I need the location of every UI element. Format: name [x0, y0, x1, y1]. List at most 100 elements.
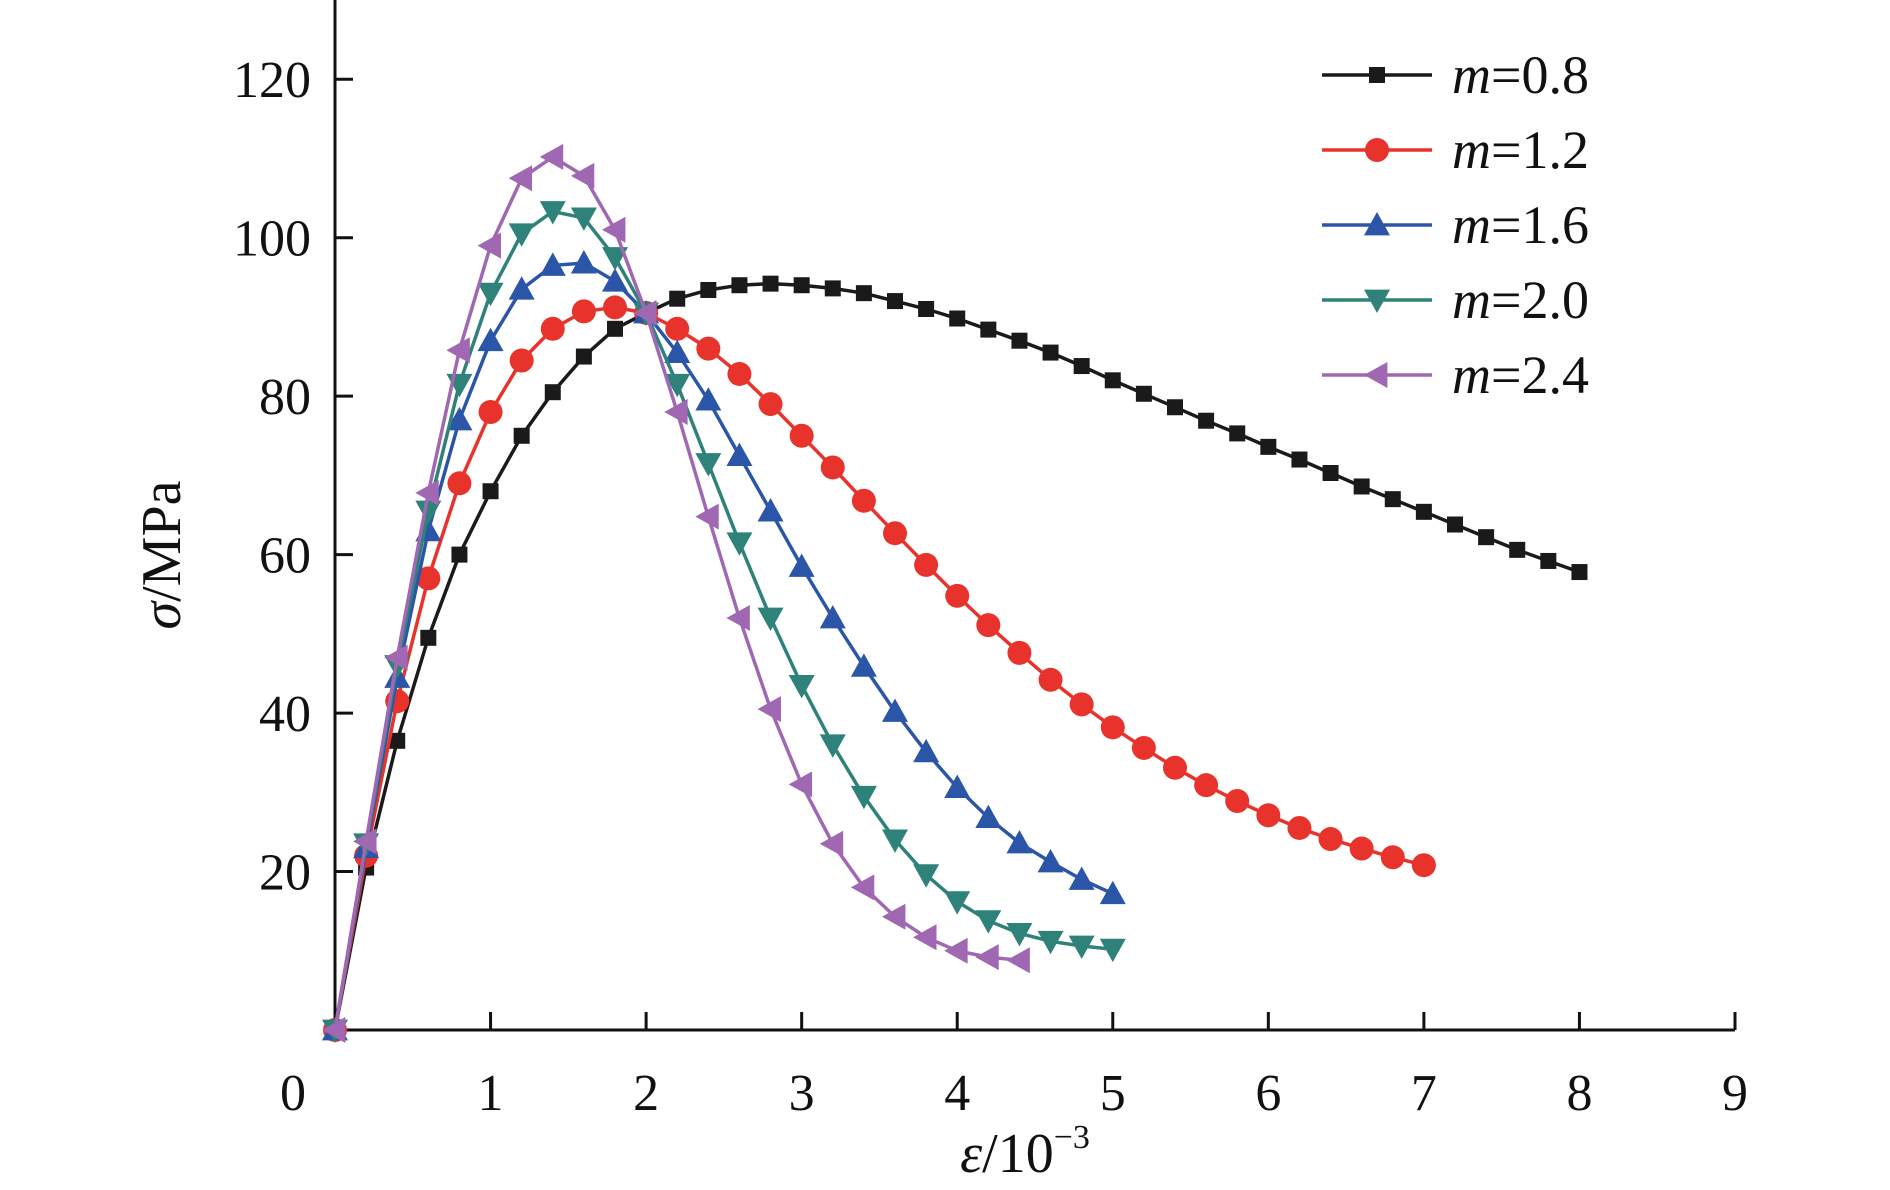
x-tick-label: 2 [633, 1065, 659, 1122]
data-point [389, 732, 406, 749]
legend-label-var: m [1452, 45, 1491, 105]
data-point [976, 613, 1001, 638]
x-tick-label: 4 [944, 1065, 970, 1122]
data-point [1099, 938, 1126, 963]
data-point [913, 864, 940, 888]
data-point [477, 232, 501, 259]
data-point [451, 546, 468, 563]
x-axis-label: ε/10−3 [960, 1119, 1090, 1185]
x-tick-label: 5 [1100, 1065, 1126, 1122]
data-point [415, 500, 442, 525]
data-point [669, 290, 686, 307]
data-point [695, 503, 719, 530]
legend-label-value: =2.0 [1491, 270, 1589, 330]
x-tick-label: 0 [280, 1065, 306, 1122]
series-line [333, 281, 1580, 1031]
data-point [850, 653, 877, 677]
data-point [851, 488, 876, 513]
data-point [819, 605, 846, 629]
data-point [539, 143, 564, 170]
data-point [944, 937, 968, 964]
y-tick-label: 100 [233, 211, 311, 268]
data-point [447, 471, 472, 496]
series-line [333, 261, 1114, 1031]
legend-label: m=0.8 [1452, 45, 1589, 105]
data-point [695, 453, 722, 477]
data-point [1104, 372, 1121, 389]
legend: m=0.8m=1.2m=1.6m=2.0m=2.4 [1322, 45, 1589, 405]
data-point [1194, 773, 1219, 798]
data-point [420, 629, 437, 646]
y-axis-ticks: 20 40 60 80 100 120 [233, 52, 353, 902]
data-point [726, 532, 753, 556]
data-point [1478, 529, 1495, 546]
data-point [882, 903, 906, 930]
data-point [1198, 412, 1215, 429]
data-point [726, 442, 753, 466]
legend-marker [1365, 138, 1389, 162]
data-point [789, 423, 814, 448]
legend-entry: m=1.2 [1322, 120, 1589, 180]
legend-label-value: =0.8 [1491, 45, 1589, 105]
legend-entry: m=2.4 [1322, 345, 1589, 405]
data-point [539, 252, 566, 276]
data-point [1260, 438, 1277, 455]
data-point [975, 910, 1002, 934]
data-point [1135, 385, 1152, 402]
data-point [1068, 935, 1095, 960]
legend-marker [1364, 212, 1390, 236]
data-point [322, 1017, 346, 1043]
data-point [788, 674, 815, 699]
data-point [446, 406, 473, 431]
data-point [1069, 692, 1094, 717]
data-point [788, 553, 815, 577]
data-point [882, 829, 908, 853]
data-point [887, 293, 903, 310]
x-tick-label: 6 [1255, 1065, 1281, 1122]
legend-label: m=1.2 [1452, 120, 1589, 180]
data-point [570, 162, 595, 189]
data-point [602, 216, 626, 243]
x-axis-label-unit: /10 [982, 1123, 1054, 1185]
series-line [333, 154, 1020, 1031]
data-point [544, 384, 561, 401]
y-axis-label: σ/MPa [131, 480, 193, 629]
data-point [944, 774, 971, 798]
data-point [882, 698, 908, 722]
data-point [944, 891, 971, 915]
data-point [415, 479, 439, 506]
data-point [980, 321, 997, 338]
data-point [575, 348, 592, 365]
data-point [1571, 564, 1588, 581]
data-point [1384, 491, 1401, 508]
data-point [1037, 930, 1064, 955]
series-layer [322, 143, 1588, 1043]
data-point [850, 874, 875, 901]
data-point [384, 644, 408, 671]
data-point [665, 316, 690, 341]
data-point [1287, 815, 1312, 840]
data-point [1318, 827, 1343, 852]
data-point [1099, 880, 1126, 905]
series-5 [322, 143, 1030, 1043]
data-point [758, 392, 783, 417]
data-point [1509, 541, 1526, 558]
series-3 [322, 250, 1126, 1041]
data-point [1349, 836, 1374, 861]
data-point [1256, 803, 1281, 828]
data-point [1411, 853, 1436, 878]
legend-label-value: =1.6 [1491, 195, 1589, 255]
data-point [1073, 358, 1090, 375]
legend-label-value: =2.4 [1491, 345, 1589, 405]
legend-label-var: m [1452, 345, 1491, 405]
data-point [1068, 866, 1095, 890]
data-point [727, 361, 752, 386]
data-point [1540, 552, 1557, 569]
data-point [1037, 849, 1064, 873]
data-point [914, 552, 939, 577]
x-tick-label: 7 [1411, 1065, 1437, 1122]
data-point [508, 165, 533, 192]
data-point [1229, 425, 1246, 442]
data-point [824, 280, 841, 297]
data-point [633, 299, 657, 326]
